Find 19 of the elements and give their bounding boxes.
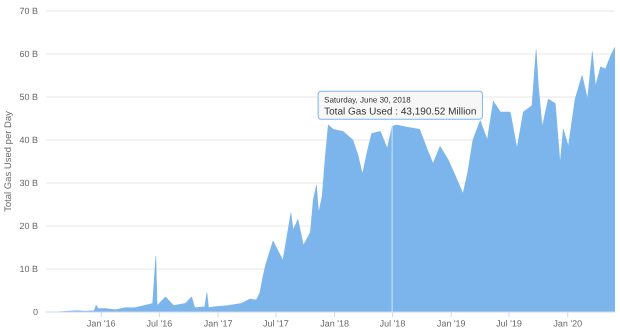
x-tick-label: Jan '19 xyxy=(436,318,466,328)
x-tick-label: Jan '18 xyxy=(320,318,350,328)
x-tick-label: Jan '20 xyxy=(553,318,582,328)
y-tick-label: 30 B xyxy=(19,178,38,188)
x-tick-label: Jul '19 xyxy=(496,318,522,328)
y-tick-label: 70 B xyxy=(19,6,38,16)
x-tick-label: Jan '17 xyxy=(204,318,232,328)
annotation: Saturday, June 30, 2018 Total Gas Used : 43,190.52 Million xyxy=(324,95,476,118)
x-tick-label: Jan '16 xyxy=(86,318,116,328)
y-tick-label: 60 B xyxy=(19,48,38,59)
y-tick-label: 20 B xyxy=(19,220,38,231)
y-tick-label: 50 B xyxy=(19,92,38,102)
y-tick-label: 40 B xyxy=(19,134,38,145)
x-tick-label: Jul '17 xyxy=(263,318,289,328)
y-axis-title: Total Gas Used per Day xyxy=(3,110,14,212)
x-tick-label: Jul '18 xyxy=(380,318,406,328)
y-tick-label: 10 B xyxy=(19,264,38,274)
y-tick-label: 0 xyxy=(32,306,38,317)
x-tick-label: Jul '16 xyxy=(146,318,172,328)
